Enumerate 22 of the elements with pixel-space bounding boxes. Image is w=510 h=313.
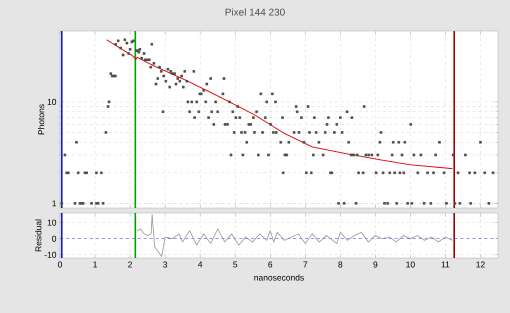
y-tick-label: 1 bbox=[52, 200, 56, 206]
y-axis-title: Photons bbox=[38, 104, 44, 134]
y-tick-label: 10 bbox=[48, 220, 56, 226]
x-tick-label: 2 bbox=[128, 262, 132, 268]
chart-title: Pixel 144 230 bbox=[226, 8, 285, 16]
y-tick-label: 10 bbox=[48, 98, 56, 105]
y-tick-label: 0 bbox=[52, 236, 56, 242]
x-tick-label: 9 bbox=[373, 262, 378, 268]
x-tick-label: 7 bbox=[303, 262, 308, 268]
x-tick-label: 0 bbox=[58, 262, 62, 268]
x-tick-label: 3 bbox=[163, 262, 168, 268]
x-tick-label: 6 bbox=[268, 262, 272, 268]
x-tick-label: 1 bbox=[93, 262, 97, 268]
x-tick-label: 5 bbox=[233, 262, 238, 268]
x-tick-label: 4 bbox=[198, 262, 202, 268]
x-tick-label: 12 bbox=[476, 262, 485, 268]
y-axis-title: Residual bbox=[35, 220, 42, 252]
x-tick-label: 8 bbox=[338, 262, 342, 268]
y-tick-label: -10 bbox=[44, 252, 56, 258]
x-axis-title: nanoseconds bbox=[254, 274, 304, 281]
x-tick-label: 10 bbox=[406, 262, 415, 268]
x-tick-label: 11 bbox=[442, 262, 450, 268]
